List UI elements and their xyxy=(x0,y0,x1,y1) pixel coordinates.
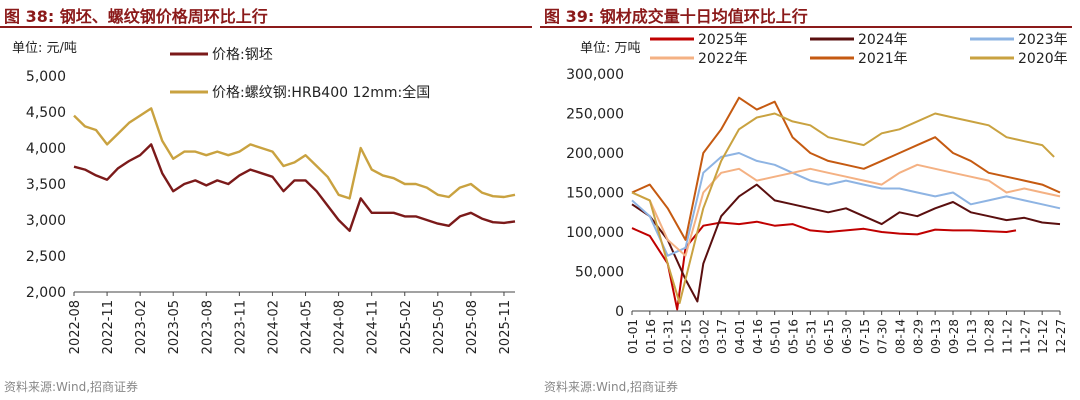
unit-label: 单位: 万吨 xyxy=(580,41,641,56)
left-panel: 图 38: 钢坯、螺纹钢价格周环比上行 单位: 元/吨 2,000 2,500 3,0… xyxy=(0,7,532,394)
x-tick-label: 12-12 xyxy=(1036,319,1050,354)
legend-label: 2024年 xyxy=(858,32,908,48)
x-tick-label: 07-15 xyxy=(858,319,872,354)
chart-title: 图 38: 钢坯、螺纹钢价格周环比上行 xyxy=(4,7,268,26)
y-tick-label: 3,500 xyxy=(26,177,66,193)
x-tick-label: 03-02 xyxy=(697,319,711,354)
source-note: 资料来源:Wind,招商证券 xyxy=(544,380,679,394)
legend-label: 2023年 xyxy=(1018,32,1068,48)
x-tick-label: 2025-11 xyxy=(498,300,513,354)
x-tick-label: 2023-08 xyxy=(200,300,215,354)
x-tick-label: 08-14 xyxy=(894,319,908,354)
y-tick-label: 300,000 xyxy=(566,67,624,83)
x-tick-label: 09-13 xyxy=(929,319,943,354)
y-tick-label: 50,000 xyxy=(575,265,624,281)
x-tick-label: 12-27 xyxy=(1054,319,1068,354)
x-tick-label: 03-17 xyxy=(715,319,729,354)
y-tick-label: 100,000 xyxy=(566,225,624,241)
legend-label: 2025年 xyxy=(698,32,748,48)
source-note: 资料来源:Wind,招商证券 xyxy=(4,380,139,394)
x-tick-label: 06-30 xyxy=(840,319,854,354)
y-tick-label: 2,500 xyxy=(26,249,66,265)
legend-label: 价格:钢坯 xyxy=(212,47,273,63)
x-tick-label: 07-30 xyxy=(876,319,890,354)
y-tick-label: 200,000 xyxy=(566,146,624,162)
chart-title: 图 39: 钢材成交量十日均值环比上行 xyxy=(544,7,808,26)
series-line-5 xyxy=(631,96,1061,241)
legend-label: 价格:螺纹钢:HRB400 12mm:全国 xyxy=(212,84,430,101)
x-tick-label: 2023-05 xyxy=(167,300,182,354)
x-tick-label: 01-16 xyxy=(644,319,658,354)
x-tick-label: 2025-05 xyxy=(432,300,447,354)
x-tick-label: 09-28 xyxy=(947,319,961,354)
y-tick-label: 2,000 xyxy=(26,285,66,301)
x-tick-label: 04-16 xyxy=(751,319,765,354)
x-tick-label: 02-15 xyxy=(680,319,694,354)
x-tick-label: 10-13 xyxy=(965,319,979,354)
x-tick-label: 2024-02 xyxy=(266,300,281,354)
x-tick-label: 06-15 xyxy=(822,319,836,354)
x-tick-label: 2022-08 xyxy=(68,300,83,354)
y-tick-label: 150,000 xyxy=(566,186,624,202)
x-tick-label: 2023-02 xyxy=(134,300,149,354)
y-tick-label: 3,000 xyxy=(26,213,66,229)
x-tick-label: 2024-11 xyxy=(366,300,381,354)
y-tick-label: 0 xyxy=(615,304,624,320)
volume-line-chart: 单位: 万吨 0 50,000 100,000 150,000 200,000 250,00… xyxy=(566,32,1068,354)
y-tick-label: 5,000 xyxy=(26,69,66,85)
x-tick-label: 2022-11 xyxy=(101,300,116,354)
x-tick-label: 2025-02 xyxy=(399,300,414,354)
series-line-2 xyxy=(631,183,1061,303)
x-tick-label: 05-16 xyxy=(787,319,801,354)
x-tick-label: 04-01 xyxy=(733,319,747,354)
series-line-1 xyxy=(73,143,516,233)
right-panel: 图 39: 钢材成交量十日均值环比上行 单位: 万吨 0 50,000 100,000… xyxy=(540,0,1080,400)
series-line-4 xyxy=(631,163,1061,257)
x-tick-label: 11-12 xyxy=(1001,319,1015,354)
legend-label: 2020年 xyxy=(1018,51,1068,67)
y-tick-label: 4,500 xyxy=(26,105,66,121)
x-tick-label: 2024-08 xyxy=(333,300,348,354)
x-tick-label: 01-31 xyxy=(662,319,676,354)
legend-label: 2021年 xyxy=(858,51,908,67)
title-rule xyxy=(540,26,1072,28)
x-tick-label: 2025-08 xyxy=(465,300,480,354)
x-tick-label: 08-29 xyxy=(911,319,925,354)
series-line-6 xyxy=(631,112,1055,305)
y-tick-label: 250,000 xyxy=(566,107,624,123)
x-tick-label: 05-01 xyxy=(769,319,783,354)
x-tick-label: 2024-05 xyxy=(300,300,315,354)
x-tick-label: 05-31 xyxy=(804,319,818,354)
x-tick-label: 2023-11 xyxy=(233,300,248,354)
price-line-chart: 单位: 元/吨 2,000 2,500 3,000 3,500 4,000 4,500 5,0… xyxy=(12,41,516,354)
x-tick-label: 11-27 xyxy=(1018,319,1032,354)
series-line-1 xyxy=(631,220,1017,311)
x-tick-label: 10-28 xyxy=(983,319,997,354)
y-tick-label: 4,000 xyxy=(26,141,66,157)
series-line-2 xyxy=(73,107,516,200)
x-tick-label: 01-01 xyxy=(626,319,640,354)
series-line-3 xyxy=(631,152,1061,257)
title-rule xyxy=(0,26,532,28)
unit-label: 单位: 元/吨 xyxy=(12,41,77,56)
legend-label: 2022年 xyxy=(698,51,748,67)
